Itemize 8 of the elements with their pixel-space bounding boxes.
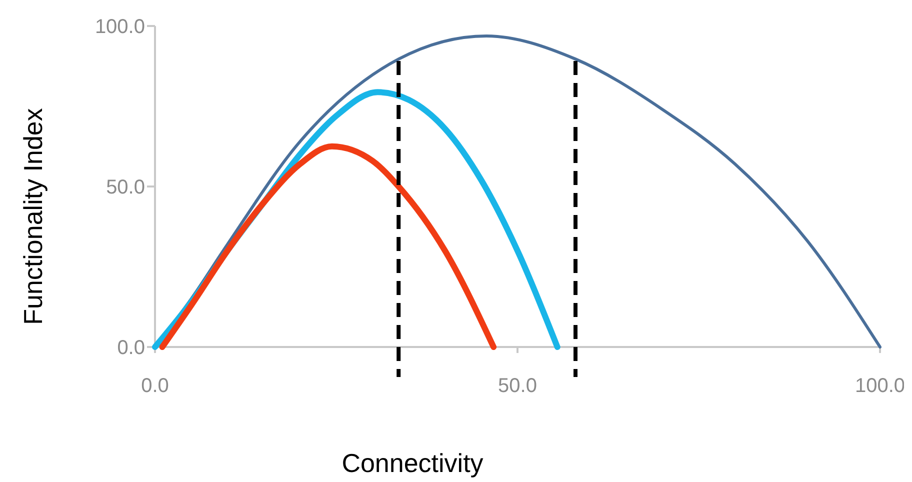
y-axis-title: Functionality Index	[18, 108, 48, 325]
x-tick-label: 100.0	[854, 375, 906, 397]
y-tick-label: 0.0	[117, 337, 145, 359]
y-tick-label: 100.0	[94, 16, 145, 38]
x-tick-label: 0.0	[141, 375, 169, 397]
y-tick-label: 50.0	[106, 176, 145, 198]
x-tick-label: 50.0	[498, 375, 537, 397]
x-axis-title: Connectivity	[342, 448, 484, 478]
